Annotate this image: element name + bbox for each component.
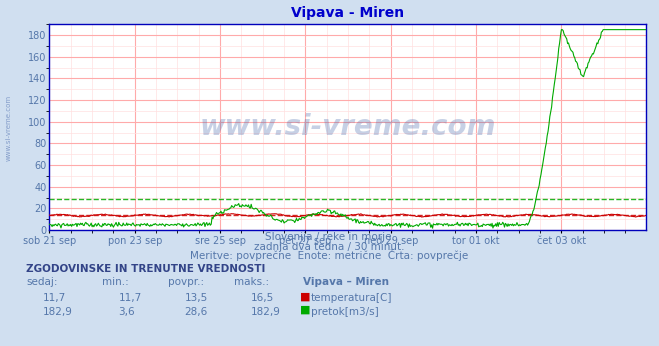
- Text: ■: ■: [300, 305, 310, 315]
- Text: temperatura[C]: temperatura[C]: [311, 293, 393, 303]
- Text: 11,7: 11,7: [119, 293, 142, 303]
- Text: 182,9: 182,9: [43, 307, 72, 317]
- Text: 28,6: 28,6: [185, 307, 208, 317]
- Text: 16,5: 16,5: [250, 293, 273, 303]
- Text: 3,6: 3,6: [119, 307, 135, 317]
- Text: maks.:: maks.:: [234, 277, 269, 288]
- Text: sedaj:: sedaj:: [26, 277, 58, 288]
- Text: zadnja dva tedna / 30 minut.: zadnja dva tedna / 30 minut.: [254, 242, 405, 252]
- Text: 182,9: 182,9: [250, 307, 280, 317]
- Text: ZGODOVINSKE IN TRENUTNE VREDNOSTI: ZGODOVINSKE IN TRENUTNE VREDNOSTI: [26, 264, 266, 274]
- Text: 13,5: 13,5: [185, 293, 208, 303]
- Text: Slovenija / reke in morje.: Slovenija / reke in morje.: [264, 233, 395, 243]
- Text: Meritve: povprečne  Enote: metrične  Črta: povprečje: Meritve: povprečne Enote: metrične Črta:…: [190, 249, 469, 261]
- Text: 11,7: 11,7: [43, 293, 66, 303]
- Text: www.si-vreme.com: www.si-vreme.com: [5, 95, 11, 161]
- Text: ■: ■: [300, 291, 310, 301]
- Text: povpr.:: povpr.:: [168, 277, 204, 288]
- Text: Vipava – Miren: Vipava – Miren: [303, 277, 389, 288]
- Text: pretok[m3/s]: pretok[m3/s]: [311, 307, 379, 317]
- Text: min.:: min.:: [102, 277, 129, 288]
- Text: www.si-vreme.com: www.si-vreme.com: [200, 113, 496, 141]
- Title: Vipava - Miren: Vipava - Miren: [291, 6, 404, 20]
